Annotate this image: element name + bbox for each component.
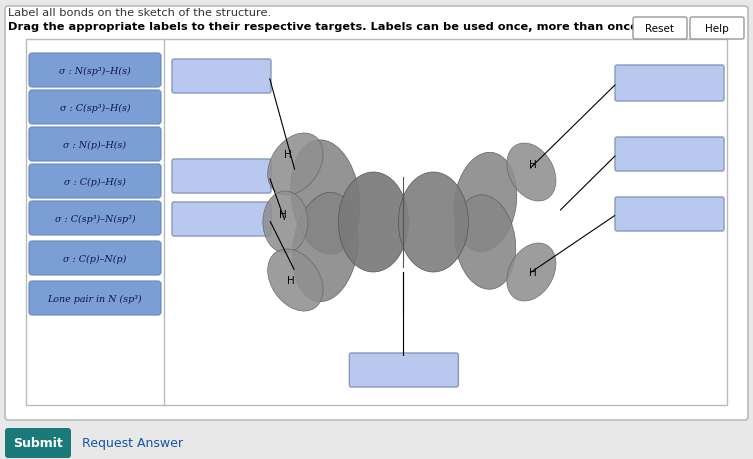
Ellipse shape xyxy=(267,134,323,196)
Text: H: H xyxy=(529,160,537,170)
Text: H: H xyxy=(285,150,292,160)
Text: Lone pair in N (sp³): Lone pair in N (sp³) xyxy=(47,294,142,303)
Text: σ : C(sp³)–H(s): σ : C(sp³)–H(s) xyxy=(59,103,130,112)
FancyBboxPatch shape xyxy=(633,18,687,40)
Text: Label all bonds on the sketch of the structure.: Label all bonds on the sketch of the str… xyxy=(8,8,271,18)
FancyBboxPatch shape xyxy=(172,202,271,236)
FancyBboxPatch shape xyxy=(29,91,161,125)
FancyBboxPatch shape xyxy=(29,165,161,199)
FancyBboxPatch shape xyxy=(615,66,724,102)
FancyBboxPatch shape xyxy=(29,202,161,235)
Ellipse shape xyxy=(338,173,408,272)
FancyBboxPatch shape xyxy=(172,160,271,194)
FancyBboxPatch shape xyxy=(29,54,161,88)
Text: Submit: Submit xyxy=(13,437,62,449)
FancyBboxPatch shape xyxy=(5,428,71,458)
FancyBboxPatch shape xyxy=(5,7,748,420)
Text: H: H xyxy=(279,210,287,219)
Text: σ : N(p)–H(s): σ : N(p)–H(s) xyxy=(63,140,127,149)
Text: Request Answer: Request Answer xyxy=(82,437,183,449)
Ellipse shape xyxy=(398,173,468,272)
Text: σ : C(sp³)–N(sp³): σ : C(sp³)–N(sp³) xyxy=(55,214,136,223)
Ellipse shape xyxy=(292,193,358,302)
Ellipse shape xyxy=(454,153,517,252)
Ellipse shape xyxy=(507,144,556,202)
Ellipse shape xyxy=(455,196,516,290)
Text: H: H xyxy=(529,268,537,277)
FancyBboxPatch shape xyxy=(29,241,161,275)
FancyBboxPatch shape xyxy=(349,353,459,387)
Text: Reset: Reset xyxy=(645,24,675,34)
Text: σ : N(sp³)–H(s): σ : N(sp³)–H(s) xyxy=(59,66,131,75)
Ellipse shape xyxy=(267,249,323,311)
FancyBboxPatch shape xyxy=(29,128,161,162)
Ellipse shape xyxy=(263,191,308,253)
Text: σ : C(p)–N(p): σ : C(p)–N(p) xyxy=(63,254,127,263)
FancyBboxPatch shape xyxy=(26,40,727,405)
FancyBboxPatch shape xyxy=(690,18,744,40)
Text: H: H xyxy=(288,275,295,285)
FancyBboxPatch shape xyxy=(172,60,271,94)
FancyBboxPatch shape xyxy=(615,138,724,172)
FancyBboxPatch shape xyxy=(29,281,161,315)
Ellipse shape xyxy=(507,243,556,302)
Ellipse shape xyxy=(291,140,360,255)
Text: σ : C(p)–H(s): σ : C(p)–H(s) xyxy=(64,177,126,186)
Text: Help: Help xyxy=(705,24,729,34)
Text: Drag the appropriate labels to their respective targets. Labels can be used once: Drag the appropriate labels to their res… xyxy=(8,22,727,32)
FancyBboxPatch shape xyxy=(615,197,724,231)
